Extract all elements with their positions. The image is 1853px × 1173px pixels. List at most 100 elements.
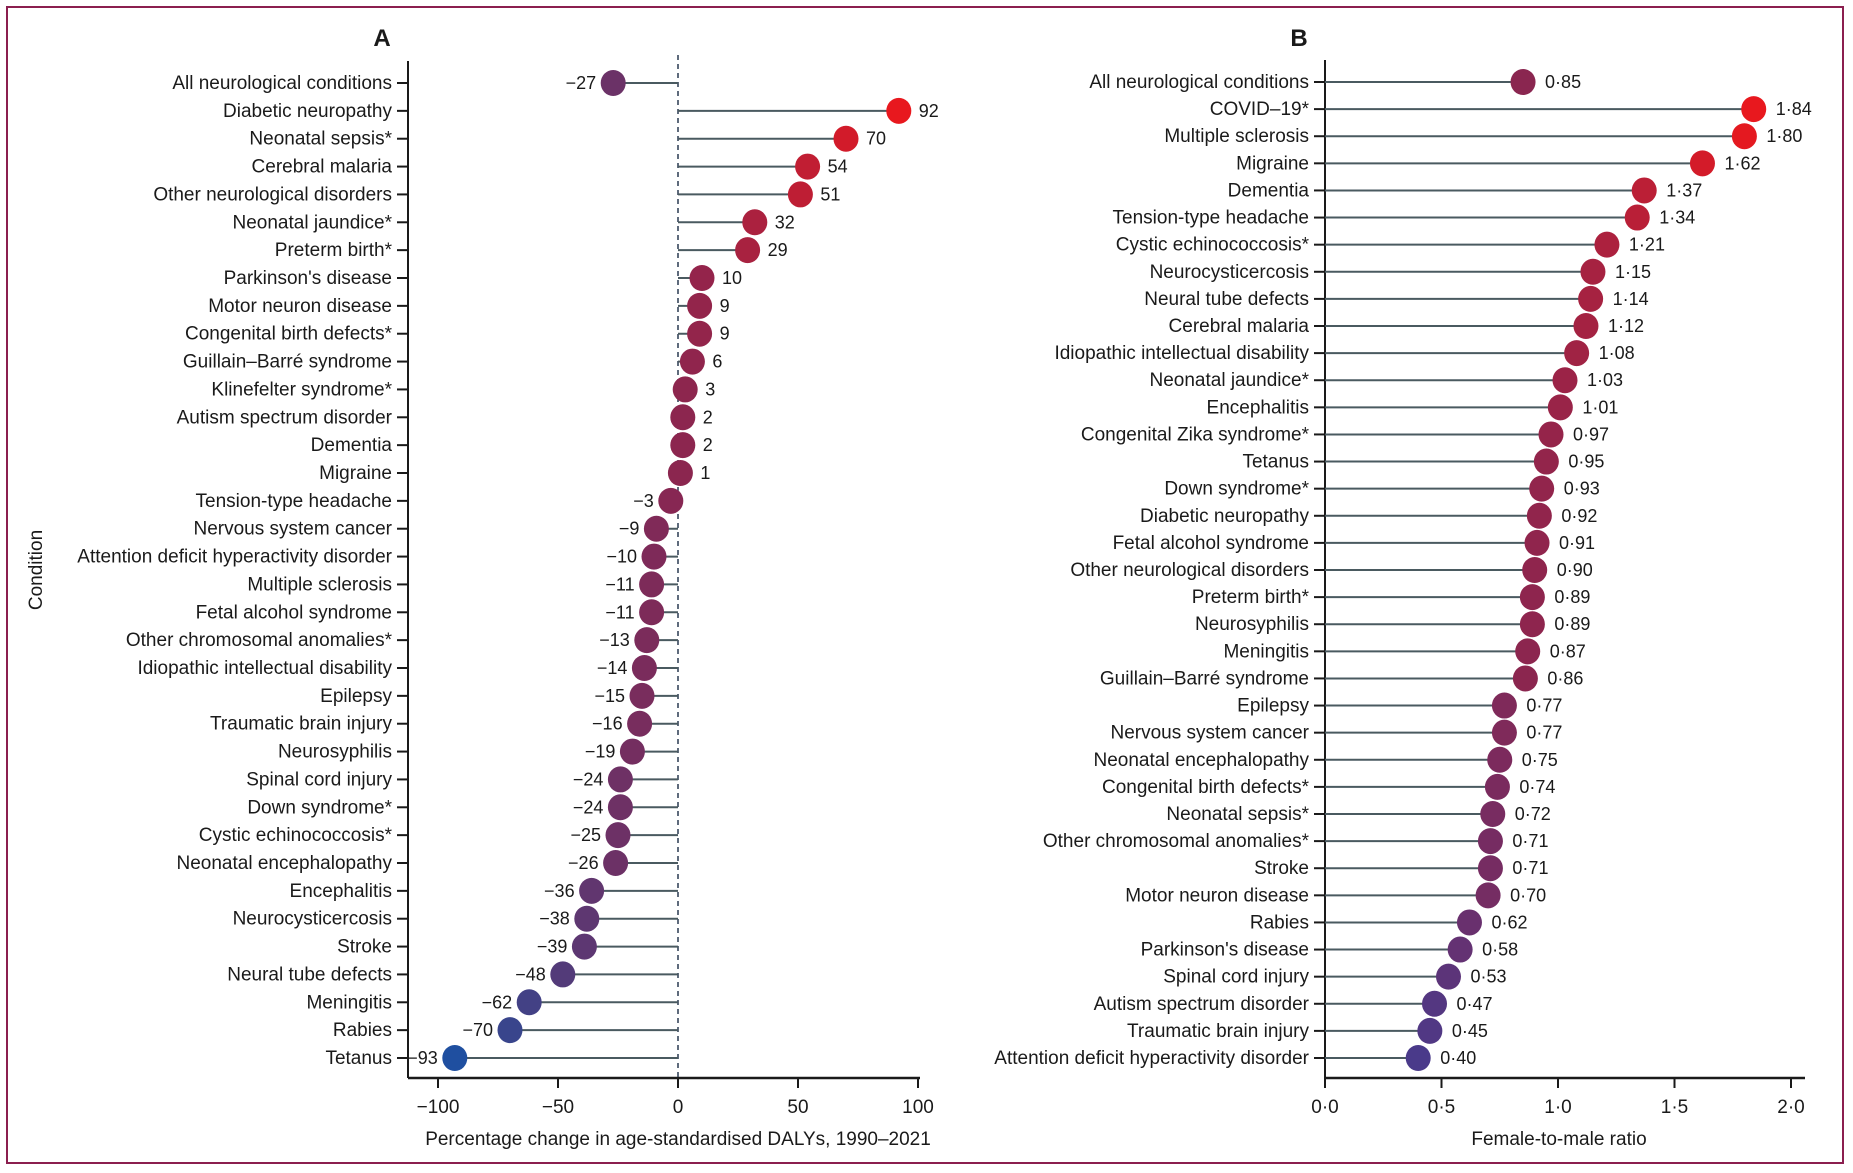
category-label: Down syndrome* (1164, 479, 1309, 500)
category-label: All neurological conditions (172, 73, 392, 94)
category-label: Guillain–Barré syndrome (183, 352, 392, 373)
category-label: Multiple sclerosis (247, 574, 392, 595)
lollipop-dot (672, 376, 698, 403)
value-label: 1·84 (1776, 99, 1812, 119)
value-label: −36 (544, 881, 575, 901)
category-label: Neurocysticercosis (233, 909, 392, 930)
value-label: 0·47 (1457, 994, 1493, 1014)
category-label: Nervous system cancer (193, 519, 392, 540)
category-label: Encephalitis (290, 881, 392, 902)
lollipop-dot (1512, 665, 1538, 692)
category-label: Spinal cord injury (1163, 967, 1309, 988)
value-label: 0·71 (1512, 831, 1548, 851)
value-label: 70 (866, 129, 886, 149)
category-label: Spinal cord injury (246, 769, 392, 790)
category-label: Down syndrome* (247, 797, 392, 818)
x-tick-label: −100 (417, 1097, 460, 1118)
category-label: Cerebral malaria (1169, 316, 1310, 337)
category-label: Neonatal sepsis* (249, 129, 392, 150)
lollipop-dot (634, 627, 660, 654)
lollipop-dot (1538, 421, 1564, 448)
category-label: Tension-type headache (196, 491, 392, 512)
category-label: Neural tube defects (227, 964, 392, 985)
value-label: 0·45 (1452, 1021, 1488, 1041)
value-label: −24 (573, 769, 604, 789)
panel-a-title: A (373, 25, 390, 52)
value-label: −16 (592, 714, 623, 734)
lollipop-dot (1447, 936, 1473, 963)
category-label: Traumatic brain injury (1127, 1021, 1309, 1042)
value-label: 1·08 (1599, 343, 1635, 363)
lollipop-dot (1526, 502, 1552, 529)
lollipop-dot (1519, 611, 1545, 638)
lollipop-dot (600, 70, 626, 96)
lollipop-dot (603, 850, 629, 876)
value-label: 0·93 (1564, 479, 1600, 499)
category-label: Dementia (311, 435, 393, 456)
lollipop-dot (787, 181, 813, 208)
category-label: Stroke (1254, 858, 1309, 879)
category-label: Encephalitis (1207, 397, 1309, 418)
category-label: Epilepsy (1237, 696, 1309, 717)
value-label: 54 (828, 157, 848, 177)
category-label: Meningitis (306, 992, 392, 1013)
lollipop-dot (1480, 801, 1506, 827)
value-label: 1·62 (1724, 153, 1760, 173)
value-label: −14 (597, 658, 628, 678)
value-label: 0·77 (1526, 696, 1562, 716)
lollipop-dot (742, 209, 768, 236)
category-label: Autism spectrum disorder (1094, 994, 1310, 1015)
lollipop-dot (605, 822, 631, 849)
value-label: 0·77 (1526, 723, 1562, 743)
category-label: Preterm birth* (1192, 587, 1310, 608)
value-label: 0·97 (1573, 424, 1609, 444)
lollipop-dot (1524, 529, 1550, 556)
lollipop-dot (1510, 69, 1536, 95)
lollipop-dot (550, 961, 576, 988)
x-tick-label: 0 (673, 1097, 684, 1118)
value-label: 1·12 (1608, 316, 1644, 336)
category-label: Traumatic brain injury (210, 714, 392, 735)
category-label: Neonatal jaundice* (232, 212, 392, 233)
value-label: −26 (568, 853, 599, 873)
category-label: Migraine (319, 463, 392, 484)
category-label: Tetanus (325, 1048, 392, 1069)
lollipop-dot (1477, 828, 1503, 855)
value-label: 0·72 (1515, 804, 1551, 824)
lollipop-dot (1491, 692, 1517, 719)
figure-frame (6, 6, 1844, 1164)
category-label: Congenital birth defects* (185, 324, 393, 345)
panel-b-plot: 0·0 0·5 1·0 1·5 2·0 All neurological conditio… (994, 60, 1812, 1118)
lollipop-dot (658, 487, 684, 514)
x-tick-label: 0·5 (1428, 1097, 1455, 1118)
category-label: Motor neuron disease (208, 296, 392, 317)
category-label: Dementia (1228, 180, 1310, 201)
category-label: Diabetic neuropathy (223, 101, 392, 122)
value-label: 2 (703, 407, 713, 427)
category-label: Epilepsy (320, 686, 392, 707)
lollipop-dot (1456, 909, 1482, 936)
value-label: 10 (722, 268, 742, 288)
panel-b-title: B (1290, 25, 1307, 52)
lollipop-dot (687, 320, 713, 347)
category-label: Preterm birth* (275, 240, 393, 261)
lollipop-dot (1477, 855, 1503, 882)
value-label: −38 (539, 909, 570, 929)
lollipop-dot (1552, 367, 1578, 394)
value-label: 0·53 (1470, 967, 1506, 987)
lollipop-dot (639, 599, 665, 626)
value-label: 1·03 (1587, 370, 1623, 390)
category-label: Neural tube defects (1144, 289, 1309, 310)
lollipop-dot (516, 989, 542, 1016)
lollipop-dot (1580, 258, 1606, 285)
lollipop-dot (1741, 96, 1767, 123)
value-label: 0·87 (1550, 641, 1586, 661)
category-label: Neurosyphilis (1195, 614, 1309, 635)
category-label: Parkinson's disease (1141, 940, 1309, 961)
category-label: Neurocysticercosis (1150, 262, 1309, 283)
category-label: Klinefelter syndrome* (211, 379, 392, 400)
category-label: Multiple sclerosis (1164, 126, 1309, 147)
category-label: Motor neuron disease (1125, 885, 1309, 906)
category-label: Cystic echinococcosis* (199, 825, 393, 846)
category-label: Stroke (337, 937, 392, 958)
